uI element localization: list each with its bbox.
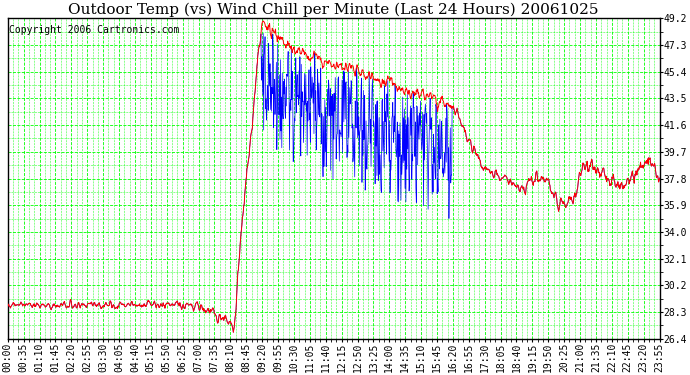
Text: Copyright 2006 Cartronics.com: Copyright 2006 Cartronics.com <box>9 25 179 35</box>
Title: Outdoor Temp (vs) Wind Chill per Minute (Last 24 Hours) 20061025: Outdoor Temp (vs) Wind Chill per Minute … <box>68 3 599 17</box>
